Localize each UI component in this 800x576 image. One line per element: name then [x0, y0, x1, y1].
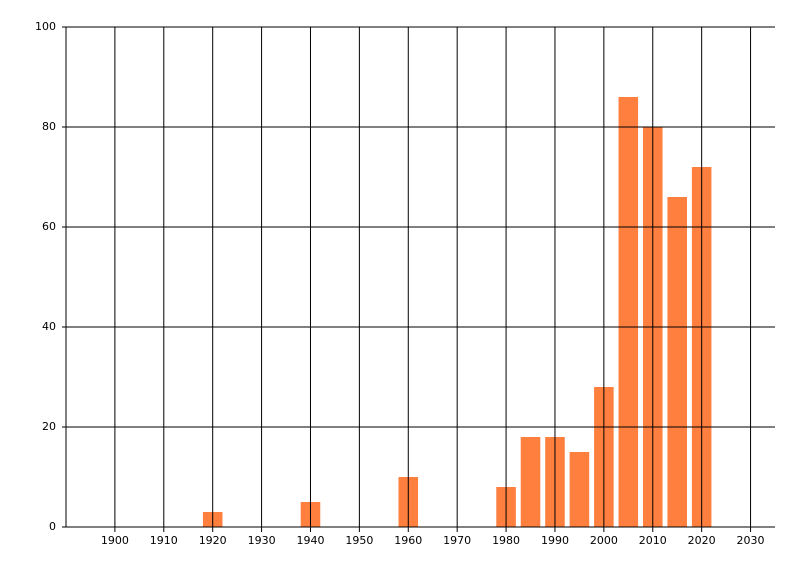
- y-tick-label: 100: [35, 20, 56, 33]
- x-tick-label: 1990: [541, 534, 569, 547]
- x-tick-label: 1950: [345, 534, 373, 547]
- y-tick-label: 0: [49, 520, 56, 533]
- x-tick-label: 1970: [443, 534, 471, 547]
- x-tick-label: 1980: [492, 534, 520, 547]
- bar: [520, 437, 541, 527]
- y-tick-label: 60: [42, 220, 56, 233]
- x-tick-label: 2010: [639, 534, 667, 547]
- x-tick-label: 2000: [590, 534, 618, 547]
- x-tick-label: 2020: [688, 534, 716, 547]
- y-tick-label: 20: [42, 420, 56, 433]
- x-tick-label: 1930: [248, 534, 276, 547]
- x-tick-label: 1900: [101, 534, 129, 547]
- bar: [667, 197, 687, 527]
- x-tick-label: 1910: [150, 534, 178, 547]
- x-tick-label: 1940: [296, 534, 324, 547]
- x-tick-label: 1960: [394, 534, 422, 547]
- x-tick-label: 2030: [737, 534, 765, 547]
- bar: [569, 452, 590, 527]
- x-tick-label: 1920: [199, 534, 227, 547]
- y-tick-label: 80: [42, 120, 56, 133]
- y-tick-label: 40: [42, 320, 56, 333]
- bar: [618, 97, 639, 527]
